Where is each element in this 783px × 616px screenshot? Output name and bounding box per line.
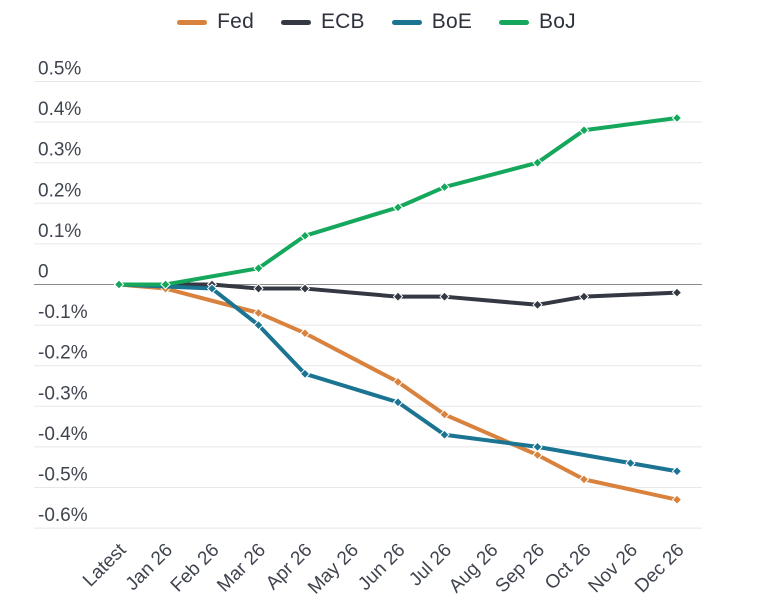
legend-swatch-boj-icon [499,19,530,25]
data-point-fed[interactable] [439,409,450,420]
x-axis-label: Latest [79,539,131,591]
data-point-boe[interactable] [392,397,404,408]
chart-legend: Fed ECB BoE BoJ [0,10,753,34]
data-point-fed[interactable] [671,494,683,505]
legend-label: BoE [431,10,473,33]
data-point-fed[interactable] [532,449,543,461]
data-point-boj[interactable] [671,112,683,124]
x-axis-label: Feb 26 [167,540,224,597]
legend-item-boe[interactable]: BoE [391,10,473,34]
data-point-boj[interactable] [253,263,264,274]
data-point-ecb[interactable] [439,291,450,302]
y-axis-label: 0.5% [38,59,81,80]
y-axis-label: 0.1% [38,221,81,242]
x-axis-label: Jun 26 [354,540,409,595]
data-point-boe[interactable] [299,368,311,380]
data-point-fed[interactable] [578,474,590,485]
series-line-boj[interactable] [117,116,679,287]
y-axis-label: -0.2% [38,343,88,364]
y-axis-label: 0.3% [38,140,81,161]
y-axis-label: -0.3% [38,383,88,404]
data-point-boj[interactable] [439,181,450,193]
x-axis-label: Nov 26 [585,540,642,597]
y-axis-label: -0.6% [38,505,88,526]
x-axis-label: Dec 26 [631,540,688,597]
y-axis-label: 0.2% [38,180,81,201]
data-point-boj[interactable] [578,125,590,136]
data-point-fed[interactable] [392,376,404,388]
data-point-boj[interactable] [532,157,543,168]
data-point-boj[interactable] [392,202,404,213]
legend-label: BoJ [539,10,576,33]
legend-swatch-boe-icon [391,19,422,25]
series-line-fed[interactable] [117,282,679,502]
data-point-boe[interactable] [625,457,636,469]
y-axis-label: 0.4% [38,99,81,120]
legend-item-ecb[interactable]: ECB [280,10,365,34]
data-point-boe[interactable] [671,466,683,477]
legend-swatch-ecb-icon [280,19,311,25]
data-point-fed[interactable] [253,307,264,319]
x-axis-label: Mar 26 [213,540,270,597]
legend-item-fed[interactable]: Fed [177,10,254,34]
y-axis-label: 0 [38,262,49,283]
data-point-fed[interactable] [299,328,311,339]
legend-item-boj[interactable]: BoJ [499,10,576,34]
data-point-boe[interactable] [439,429,450,440]
data-point-ecb[interactable] [671,287,683,298]
x-axis-label: Sep 26 [492,540,549,597]
data-point-ecb[interactable] [392,291,404,302]
data-point-boe[interactable] [532,441,543,453]
data-point-boj[interactable] [160,279,171,290]
legend-label: ECB [320,10,365,33]
y-axis-label: -0.5% [38,465,88,486]
legend-label: Fed [217,10,254,33]
x-axis-label: Jan 26 [122,540,177,595]
data-point-boj[interactable] [113,279,125,290]
data-point-boe[interactable] [253,319,264,331]
data-point-ecb[interactable] [299,283,311,294]
x-axis-label: May 26 [304,540,363,599]
legend-swatch-fed-icon [177,19,208,25]
data-point-boe[interactable] [206,283,218,294]
y-axis-label: -0.1% [38,302,88,323]
y-axis-label: -0.4% [38,424,88,445]
data-point-ecb[interactable] [253,283,264,294]
x-axis-label: Aug 26 [445,540,502,597]
data-point-boj[interactable] [299,230,311,241]
data-point-ecb[interactable] [532,299,543,311]
data-point-ecb[interactable] [578,291,590,302]
